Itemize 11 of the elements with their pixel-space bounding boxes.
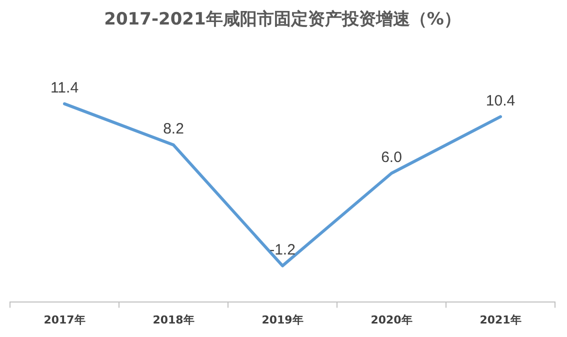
- x-tick-label: 2020年: [370, 313, 412, 326]
- x-tick-label: 2018年: [152, 313, 194, 326]
- data-label: 8.2: [163, 120, 184, 138]
- x-tick-label: 2017年: [44, 313, 86, 326]
- chart-title: 2017-2021年咸阳市固定资产投资增速（%）: [104, 10, 461, 30]
- x-tick-label: 2021年: [480, 313, 522, 326]
- data-label: 6.0: [381, 148, 402, 166]
- data-label: 10.4: [486, 92, 516, 110]
- data-label: 11.4: [50, 79, 79, 96]
- data-label: -1.2: [270, 241, 296, 258]
- x-tick-label: 2019年: [262, 313, 304, 326]
